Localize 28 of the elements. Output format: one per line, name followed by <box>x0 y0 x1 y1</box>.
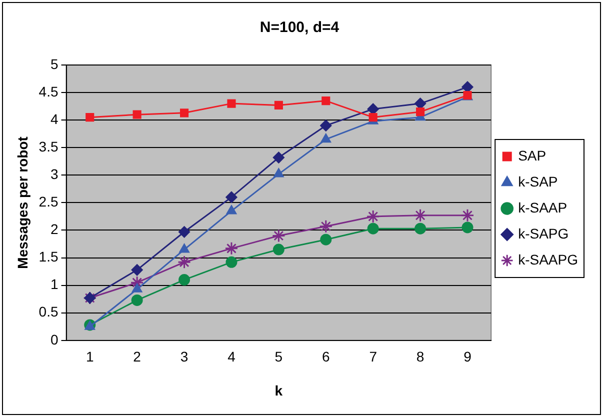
y-tick-label: 5 <box>50 56 58 72</box>
y-tick-label: 3 <box>50 166 58 182</box>
legend-label: k-SAP <box>518 173 558 190</box>
x-tick-label: 8 <box>416 348 424 365</box>
y-tick-label: 0.5 <box>38 304 58 320</box>
y-tick-label: 1 <box>50 276 58 292</box>
x-tick-label: 6 <box>322 348 330 365</box>
y-tick-label: 0 <box>50 331 58 348</box>
y-tick-label: 3.5 <box>38 138 58 154</box>
y-axis-title: Messages per robot <box>14 136 30 269</box>
x-tick-label: 9 <box>464 348 472 365</box>
legend-label: k-SAAP <box>518 199 568 216</box>
x-tick-label: 1 <box>86 348 94 365</box>
x-tick-label: 2 <box>133 348 142 365</box>
y-tick-label: 2.5 <box>38 194 58 210</box>
y-tick-label: 4.5 <box>38 83 58 100</box>
y-tick-label: 4 <box>50 110 58 127</box>
x-tick-label: 5 <box>274 348 283 365</box>
x-tick-label: 4 <box>228 348 236 365</box>
x-axis-title: k <box>274 382 283 398</box>
y-tick-label: 2 <box>50 221 58 238</box>
x-tick-label: 3 <box>180 348 188 365</box>
legend-label: SAP <box>518 147 546 164</box>
legend-label: k-SAAPG <box>518 251 578 268</box>
y-tick-label: 1.5 <box>38 248 58 265</box>
legend-label: k-SAPG <box>518 225 569 242</box>
x-tick-label: 7 <box>369 348 378 365</box>
chart-title: N=100, d=4 <box>260 19 340 36</box>
